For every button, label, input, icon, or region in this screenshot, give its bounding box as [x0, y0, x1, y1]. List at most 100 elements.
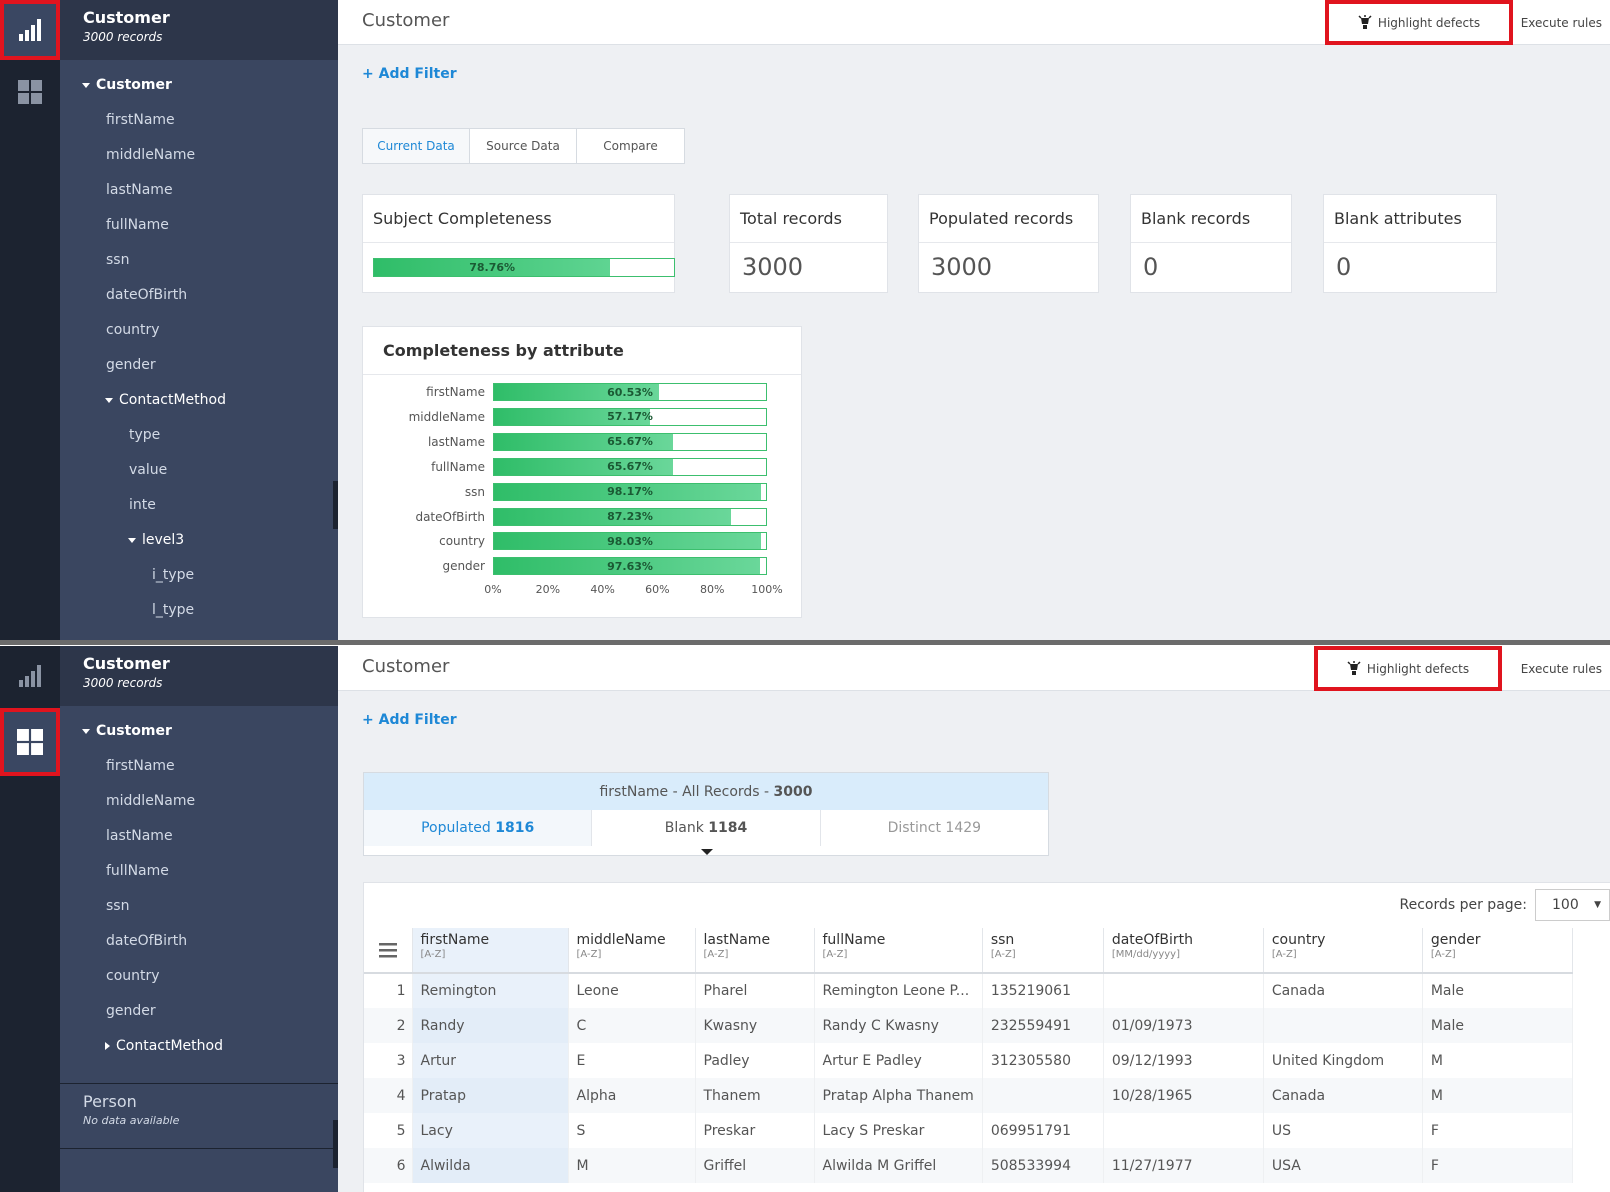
- subject-header[interactable]: Customer 3000 records: [60, 0, 338, 60]
- table-cell[interactable]: Preskar: [695, 1113, 815, 1148]
- table-cell[interactable]: 01/09/1973: [1103, 1008, 1264, 1043]
- table-row[interactable]: 2 Randy C Kwasny Randy C Kwasny 232559491 01/0…: [364, 1008, 1573, 1043]
- chevron-down-icon[interactable]: [128, 537, 136, 543]
- table-cell[interactable]: US: [1263, 1113, 1423, 1148]
- tree-node-gender[interactable]: gender: [106, 357, 156, 373]
- tree-node-l-type[interactable]: l_type: [152, 602, 194, 618]
- expand-stats-caret-icon[interactable]: [701, 849, 713, 855]
- tree-node-customer[interactable]: Customer: [82, 723, 172, 739]
- bar-track[interactable]: 60.53%: [493, 383, 767, 401]
- table-cell[interactable]: Male: [1422, 1008, 1573, 1043]
- tree-node-dateofbirth[interactable]: dateOfBirth: [106, 933, 187, 949]
- bar-track[interactable]: 65.67%: [493, 457, 767, 476]
- distinct-tab[interactable]: Distinct 1429: [821, 810, 1048, 846]
- table-cell[interactable]: Randy: [412, 1008, 569, 1043]
- table-cell[interactable]: 232559491: [982, 1008, 1104, 1043]
- tree-node-fullname[interactable]: fullName: [106, 217, 169, 233]
- populated-tab[interactable]: Populated 1816: [364, 810, 593, 846]
- tree-node-contactmethod[interactable]: ContactMethod: [105, 392, 226, 408]
- table-cell[interactable]: 312305580: [982, 1043, 1104, 1078]
- bar-track[interactable]: 97.63%: [493, 557, 767, 576]
- table-cell[interactable]: Remington Leone P...: [814, 973, 983, 1008]
- table-cell[interactable]: Alwilda: [412, 1148, 569, 1183]
- table-cell[interactable]: E: [568, 1043, 696, 1078]
- chevron-right-icon[interactable]: [105, 1042, 110, 1050]
- tab-current-data[interactable]: Current Data: [363, 129, 470, 163]
- subject-person[interactable]: Person No data available: [60, 1083, 338, 1149]
- tree-node-ssn[interactable]: ssn: [106, 252, 129, 268]
- blank-tab[interactable]: Blank 1184: [592, 810, 821, 846]
- table-cell[interactable]: Lacy: [412, 1113, 569, 1148]
- table-cell[interactable]: Leone: [568, 973, 696, 1008]
- tree-node-customer[interactable]: Customer: [82, 77, 172, 93]
- table-cell[interactable]: 069951791: [982, 1113, 1104, 1148]
- table-cell[interactable]: 508533994: [982, 1148, 1104, 1183]
- column-header-dateofbirth[interactable]: dateOfBirth [MM/dd/yyyy]: [1103, 928, 1264, 974]
- tree-node-fullname[interactable]: fullName: [106, 863, 169, 879]
- records-per-page-select[interactable]: 100 ▼: [1535, 889, 1610, 921]
- bar-track[interactable]: 65.67%: [493, 432, 767, 451]
- tree-node-middlename[interactable]: middleName: [106, 147, 195, 163]
- tree-node-inte[interactable]: inte: [129, 497, 156, 513]
- table-row[interactable]: 6 Alwilda M Griffel Alwilda M Griffel 5085339…: [364, 1148, 1573, 1183]
- execute-rules-button[interactable]: Execute rules: [1520, 15, 1602, 30]
- grid-view-button[interactable]: [0, 708, 60, 776]
- bar-track[interactable]: 98.17%: [493, 482, 767, 501]
- column-header-country[interactable]: country [A-Z]: [1263, 928, 1423, 974]
- table-cell[interactable]: United Kingdom: [1263, 1043, 1423, 1078]
- table-cell[interactable]: [982, 1078, 1104, 1113]
- tree-node-type[interactable]: type: [129, 427, 160, 443]
- table-cell[interactable]: [1103, 1113, 1264, 1148]
- tree-node-lastname[interactable]: lastName: [106, 828, 173, 844]
- tab-compare[interactable]: Compare: [603, 139, 658, 153]
- table-cell[interactable]: 135219061: [982, 973, 1104, 1008]
- table-cell[interactable]: [1263, 1008, 1423, 1043]
- tree-node-firstname[interactable]: firstName: [106, 112, 175, 128]
- bar-track[interactable]: 57.17%: [493, 407, 767, 426]
- column-header-ssn[interactable]: ssn [A-Z]: [982, 928, 1104, 974]
- column-header-lastname[interactable]: lastName [A-Z]: [695, 928, 815, 974]
- table-cell[interactable]: Griffel: [695, 1148, 815, 1183]
- grid-view-button[interactable]: [0, 62, 60, 122]
- tree-node-dateofbirth[interactable]: dateOfBirth: [106, 287, 187, 303]
- tree-node-level3[interactable]: level3: [128, 532, 184, 548]
- table-cell[interactable]: Pratap Alpha Thanem: [814, 1078, 983, 1113]
- table-cell[interactable]: C: [568, 1008, 696, 1043]
- bar-track[interactable]: 87.23%: [493, 507, 767, 526]
- table-row[interactable]: 1 Remington Leone Pharel Remington Leone P..…: [364, 973, 1573, 1008]
- table-cell[interactable]: Artur E Padley: [814, 1043, 983, 1078]
- table-cell[interactable]: M: [1422, 1043, 1573, 1078]
- table-cell[interactable]: Male: [1422, 973, 1573, 1008]
- tree-node-contactmethod[interactable]: ContactMethod: [105, 1038, 223, 1054]
- subject-header[interactable]: Customer 3000 records: [60, 646, 338, 706]
- table-cell[interactable]: Padley: [695, 1043, 815, 1078]
- tree-node-value[interactable]: value: [129, 462, 167, 478]
- table-cell[interactable]: F: [1422, 1148, 1573, 1183]
- table-cell[interactable]: Canada: [1263, 973, 1423, 1008]
- column-header-firstname[interactable]: firstName [A-Z]: [412, 928, 569, 974]
- table-cell[interactable]: 09/12/1993: [1103, 1043, 1264, 1078]
- column-header-fullname[interactable]: fullName [A-Z]: [814, 928, 983, 974]
- table-cell[interactable]: Remington: [412, 973, 569, 1008]
- table-cell[interactable]: Thanem: [695, 1078, 815, 1113]
- table-cell[interactable]: S: [568, 1113, 696, 1148]
- chevron-down-icon[interactable]: [82, 728, 90, 734]
- table-cell[interactable]: Kwasny: [695, 1008, 815, 1043]
- add-filter-link[interactable]: + Add Filter: [362, 66, 457, 82]
- execute-rules-button[interactable]: Execute rules: [1520, 661, 1602, 676]
- tree-node-gender[interactable]: gender: [106, 1003, 156, 1019]
- tree-node-i-type[interactable]: i_type: [152, 567, 194, 583]
- highlight-defects-button[interactable]: Highlight defects: [1325, 0, 1513, 45]
- tree-node-country[interactable]: country: [106, 322, 160, 338]
- table-cell[interactable]: USA: [1263, 1148, 1423, 1183]
- table-row[interactable]: 4 Pratap Alpha Thanem Pratap Alpha Thanem 10/…: [364, 1078, 1573, 1113]
- stats-view-button[interactable]: [0, 0, 60, 60]
- table-cell[interactable]: 10/28/1965: [1103, 1078, 1264, 1113]
- table-cell[interactable]: Alwilda M Griffel: [814, 1148, 983, 1183]
- add-filter-link[interactable]: + Add Filter: [362, 712, 457, 728]
- table-cell[interactable]: F: [1422, 1113, 1573, 1148]
- tree-node-country[interactable]: country: [106, 968, 160, 984]
- tree-node-ssn[interactable]: ssn: [106, 898, 129, 914]
- column-header-middlename[interactable]: middleName [A-Z]: [568, 928, 696, 974]
- column-menu-cell[interactable]: [364, 928, 413, 974]
